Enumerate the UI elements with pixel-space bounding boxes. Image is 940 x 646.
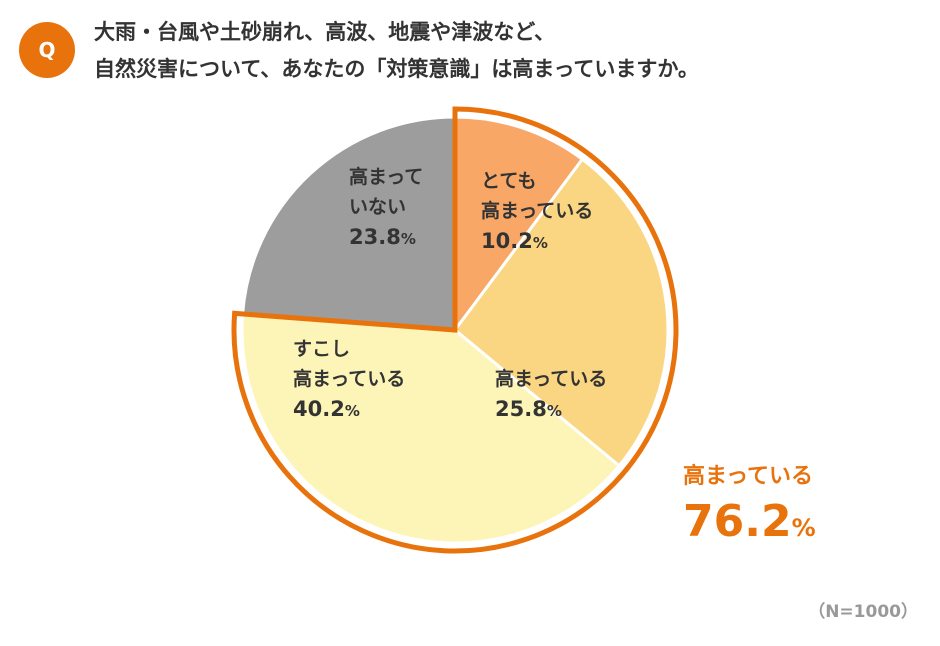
highlight-value: 76.2: [683, 496, 792, 547]
slice-value-high-number: 25.8: [495, 397, 547, 421]
sample-size-note: （N=1000）: [808, 602, 918, 622]
highlight-value-unit: %: [791, 514, 816, 542]
slice-very-high: [453, 115, 585, 335]
slice-label-slightly-high-line-2: 高まっている: [293, 368, 406, 390]
slice-slightly-high: [240, 312, 622, 545]
slice-value-slightly-high-number: 40.2: [293, 397, 345, 421]
question-line-1: 大雨・台風や土砂崩れ、高波、地震や津波など、: [94, 20, 556, 44]
slice-not-high: [241, 115, 457, 332]
slice-value-very-high: 10.2%: [481, 226, 593, 258]
highlight-summary: 高まっている 76.2%: [683, 458, 816, 547]
slice-label-slightly-high-line-1: すこし: [293, 338, 351, 360]
slice-value-very-high-number: 10.2: [481, 229, 533, 253]
highlight-label: 高まっている: [683, 464, 814, 489]
slice-label-slightly-high: すこし 高まっている 40.2%: [293, 334, 405, 426]
slice-label-very-high-line-1: とても: [481, 170, 537, 192]
slice-value-high: 25.8%: [495, 394, 607, 426]
slice-label-high-line-1: 高まっている: [495, 368, 608, 390]
slice-label-not-high-line-2: いない: [349, 196, 407, 218]
slice-label-not-high: 高まって いない 23.8%: [349, 162, 423, 254]
slice-value-not-high: 23.8%: [349, 222, 423, 254]
slice-value-very-high-unit: %: [532, 234, 548, 252]
slice-value-not-high-unit: %: [400, 230, 416, 248]
slice-label-very-high-line-2: 高まっている: [481, 200, 594, 222]
slice-value-not-high-number: 23.8: [349, 225, 401, 249]
slice-label-very-high: とても 高まっている 10.2%: [481, 166, 593, 258]
question-text: 大雨・台風や土砂崩れ、高波、地震や津波など、 自然災害について、あなたの「対策意…: [94, 14, 914, 88]
question-badge: Q: [19, 22, 75, 78]
highlight-outline: [231, 106, 679, 554]
slice-value-slightly-high: 40.2%: [293, 394, 405, 426]
slice-high: [452, 157, 670, 468]
slice-value-slightly-high-unit: %: [344, 402, 360, 420]
slice-value-high-unit: %: [546, 402, 562, 420]
slice-label-high: 高まっている 25.8%: [495, 364, 607, 426]
slice-label-not-high-line-1: 高まって: [349, 166, 424, 188]
question-line-2: 自然災害について、あなたの「対策意識」は高まっていますか。: [94, 57, 700, 81]
